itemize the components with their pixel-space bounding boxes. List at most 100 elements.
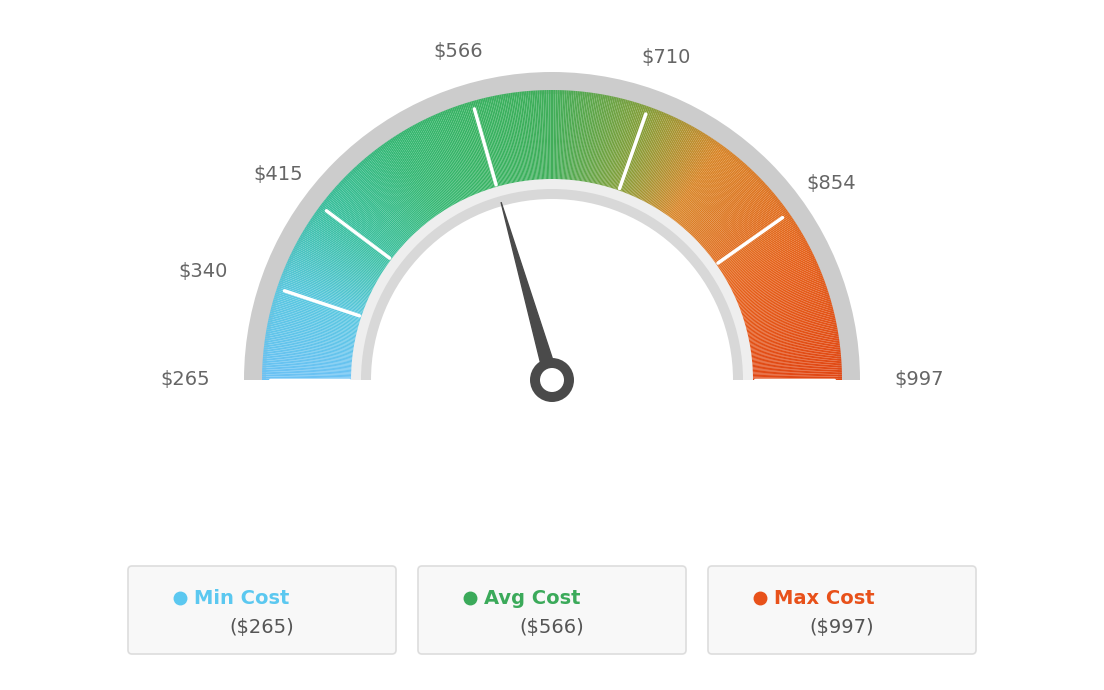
Wedge shape xyxy=(283,270,372,307)
Wedge shape xyxy=(291,250,378,294)
Wedge shape xyxy=(664,142,720,221)
Wedge shape xyxy=(516,92,529,186)
Wedge shape xyxy=(745,340,839,355)
Wedge shape xyxy=(662,141,718,220)
Wedge shape xyxy=(638,120,682,206)
Wedge shape xyxy=(722,239,806,286)
Wedge shape xyxy=(690,175,758,243)
Wedge shape xyxy=(721,235,805,284)
Wedge shape xyxy=(630,115,670,202)
Wedge shape xyxy=(392,137,445,217)
Wedge shape xyxy=(263,355,358,364)
Text: $566: $566 xyxy=(433,41,482,61)
Wedge shape xyxy=(711,211,788,267)
Wedge shape xyxy=(633,116,673,203)
Wedge shape xyxy=(263,356,358,365)
FancyBboxPatch shape xyxy=(708,566,976,654)
Wedge shape xyxy=(406,128,455,212)
Wedge shape xyxy=(652,131,703,213)
Wedge shape xyxy=(742,311,835,335)
Wedge shape xyxy=(733,273,822,309)
Wedge shape xyxy=(263,362,358,369)
Wedge shape xyxy=(592,96,614,190)
Wedge shape xyxy=(279,278,370,313)
Wedge shape xyxy=(608,103,638,194)
Wedge shape xyxy=(744,333,838,350)
Wedge shape xyxy=(264,349,358,360)
Wedge shape xyxy=(709,206,786,264)
Wedge shape xyxy=(287,262,374,302)
Wedge shape xyxy=(512,92,527,187)
Wedge shape xyxy=(364,158,427,231)
Wedge shape xyxy=(596,97,619,190)
Wedge shape xyxy=(659,138,713,218)
Wedge shape xyxy=(351,170,417,239)
Wedge shape xyxy=(736,285,827,317)
Wedge shape xyxy=(622,109,657,198)
Wedge shape xyxy=(342,179,412,246)
Wedge shape xyxy=(279,280,369,314)
Wedge shape xyxy=(262,378,357,380)
Text: ($566): ($566) xyxy=(520,618,584,637)
Wedge shape xyxy=(321,202,397,262)
Wedge shape xyxy=(294,247,379,291)
Wedge shape xyxy=(312,215,392,270)
Wedge shape xyxy=(457,106,489,196)
Wedge shape xyxy=(543,90,548,185)
Wedge shape xyxy=(266,328,360,346)
Wedge shape xyxy=(745,346,840,358)
Wedge shape xyxy=(644,124,690,208)
Wedge shape xyxy=(403,130,453,213)
Wedge shape xyxy=(675,155,735,229)
Wedge shape xyxy=(639,121,683,206)
Wedge shape xyxy=(280,277,370,312)
Wedge shape xyxy=(267,324,361,344)
Wedge shape xyxy=(747,378,842,380)
Wedge shape xyxy=(696,184,767,249)
Text: ($997): ($997) xyxy=(809,618,874,637)
Wedge shape xyxy=(628,113,667,201)
Wedge shape xyxy=(309,220,390,273)
Wedge shape xyxy=(701,193,774,255)
Text: Max Cost: Max Cost xyxy=(774,589,874,607)
Wedge shape xyxy=(559,90,563,185)
Wedge shape xyxy=(422,120,466,206)
Wedge shape xyxy=(463,104,492,195)
Wedge shape xyxy=(746,351,841,362)
Wedge shape xyxy=(273,299,364,327)
Wedge shape xyxy=(354,166,421,237)
Wedge shape xyxy=(747,371,842,375)
Wedge shape xyxy=(744,329,838,347)
Wedge shape xyxy=(669,148,729,225)
Wedge shape xyxy=(692,179,762,246)
Wedge shape xyxy=(714,219,794,273)
Wedge shape xyxy=(315,213,393,268)
Wedge shape xyxy=(704,199,781,259)
Wedge shape xyxy=(368,155,428,230)
Wedge shape xyxy=(296,242,381,288)
Wedge shape xyxy=(671,151,731,227)
Wedge shape xyxy=(725,247,810,291)
Wedge shape xyxy=(684,168,751,238)
Wedge shape xyxy=(734,275,822,310)
Wedge shape xyxy=(384,142,440,221)
Wedge shape xyxy=(667,146,724,223)
Wedge shape xyxy=(510,92,526,187)
Wedge shape xyxy=(723,240,807,287)
Wedge shape xyxy=(743,320,836,341)
Wedge shape xyxy=(268,317,362,339)
Wedge shape xyxy=(473,101,500,193)
Wedge shape xyxy=(434,115,474,202)
Wedge shape xyxy=(300,234,383,283)
Wedge shape xyxy=(484,98,507,190)
Wedge shape xyxy=(677,157,739,230)
Wedge shape xyxy=(327,197,401,257)
Wedge shape xyxy=(263,364,358,371)
Wedge shape xyxy=(521,92,532,186)
Wedge shape xyxy=(278,284,368,316)
Wedge shape xyxy=(745,342,840,355)
Wedge shape xyxy=(437,113,476,201)
Wedge shape xyxy=(305,228,386,279)
Wedge shape xyxy=(285,265,373,304)
Text: $997: $997 xyxy=(894,371,944,389)
